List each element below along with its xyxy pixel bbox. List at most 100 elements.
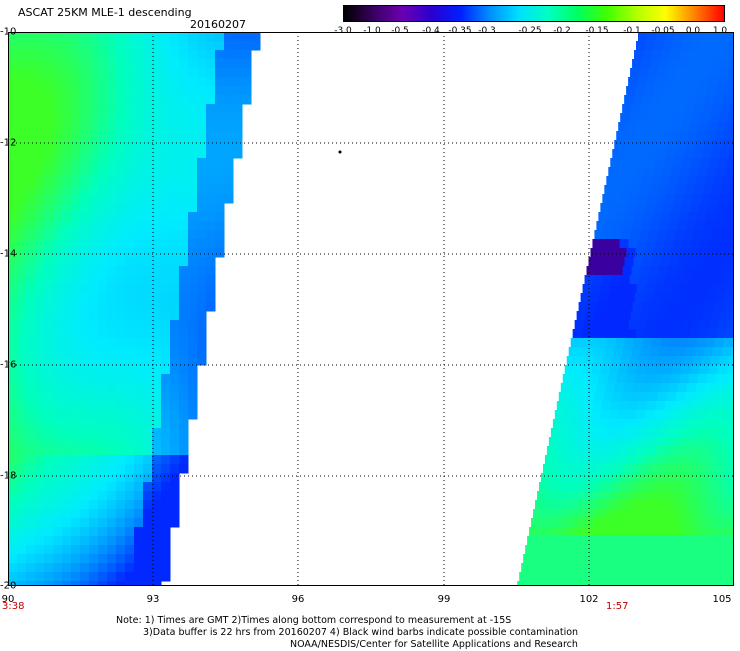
swath-cell bbox=[615, 464, 625, 474]
swath-cell bbox=[152, 221, 162, 231]
swath-cell bbox=[80, 392, 90, 402]
swath-cell bbox=[89, 212, 99, 222]
swath-cell bbox=[125, 266, 135, 276]
swath-cell bbox=[215, 239, 225, 249]
swath-cell bbox=[116, 59, 126, 69]
swath-cell bbox=[26, 536, 36, 546]
swath-cell bbox=[590, 293, 600, 303]
swath-cell bbox=[26, 311, 36, 321]
swath-cell bbox=[197, 194, 207, 204]
swath-cell bbox=[170, 338, 180, 348]
swath-cell bbox=[624, 464, 634, 474]
colorbar bbox=[343, 5, 725, 22]
swath-cell bbox=[8, 293, 18, 303]
swath-cell bbox=[161, 482, 171, 492]
swath-cell bbox=[152, 374, 162, 384]
swath-cell bbox=[224, 149, 234, 159]
swath-cell bbox=[53, 77, 63, 87]
swath-cell bbox=[179, 401, 189, 411]
swath-cell bbox=[542, 509, 552, 519]
swath-cell bbox=[98, 428, 108, 438]
swath-cell bbox=[653, 293, 663, 303]
swath-cell bbox=[107, 140, 117, 150]
swath-cell bbox=[571, 419, 581, 429]
swath-cell bbox=[559, 554, 569, 564]
swath-cell bbox=[684, 149, 694, 159]
swath-cell bbox=[8, 428, 18, 438]
swath-cell bbox=[134, 176, 144, 186]
swath-cell bbox=[640, 392, 650, 402]
swath-cell bbox=[170, 131, 180, 141]
swath-cell bbox=[659, 428, 669, 438]
swath-cell bbox=[658, 392, 668, 402]
swath-cell bbox=[638, 194, 648, 204]
lon-label: 105 bbox=[712, 594, 731, 605]
swath-cell bbox=[71, 329, 81, 339]
swath-cell bbox=[197, 104, 207, 114]
swath-cell bbox=[629, 401, 639, 411]
swath-cell bbox=[44, 338, 54, 348]
swath-cell bbox=[143, 131, 153, 141]
swath-cell bbox=[658, 185, 668, 195]
swath-cell bbox=[701, 32, 711, 42]
swath-cell bbox=[125, 176, 135, 186]
swath-cell bbox=[35, 536, 45, 546]
swath-cell bbox=[685, 392, 695, 402]
swath-cell bbox=[107, 221, 117, 231]
swath-cell bbox=[89, 41, 99, 51]
swath-cell bbox=[170, 77, 180, 87]
swath-cell bbox=[641, 59, 651, 69]
swath-cell bbox=[44, 140, 54, 150]
swath-cell bbox=[89, 185, 99, 195]
swath-cell bbox=[722, 428, 732, 438]
swath-cell bbox=[657, 437, 667, 447]
swath-cell bbox=[8, 401, 18, 411]
swath-cell bbox=[594, 356, 604, 366]
swath-cell bbox=[707, 374, 717, 384]
swath-cell bbox=[134, 509, 144, 519]
swath-cell bbox=[143, 374, 153, 384]
swath-cell bbox=[170, 383, 180, 393]
swath-cell bbox=[53, 365, 63, 375]
swath-cell bbox=[80, 329, 90, 339]
swath-cell bbox=[206, 68, 216, 78]
swath-cell bbox=[134, 563, 144, 573]
swath-cell bbox=[592, 365, 602, 375]
swath-cell bbox=[116, 230, 126, 240]
swath-cell bbox=[89, 131, 99, 141]
swath-cell bbox=[599, 374, 609, 384]
swath-cell bbox=[35, 239, 45, 249]
swath-cell bbox=[125, 140, 135, 150]
swath-cell bbox=[693, 149, 703, 159]
swath-cell bbox=[26, 473, 36, 483]
swath-cell bbox=[233, 86, 243, 96]
swath-cell bbox=[700, 527, 710, 537]
swath-cell bbox=[607, 419, 617, 429]
swath-cell bbox=[116, 221, 126, 231]
swath-cell bbox=[714, 545, 724, 555]
swath-cell bbox=[603, 437, 613, 447]
swath-cell bbox=[17, 230, 27, 240]
swath-cell bbox=[89, 419, 99, 429]
swath-cell bbox=[35, 41, 45, 51]
swath-cell bbox=[35, 320, 45, 330]
swath-cell bbox=[592, 284, 602, 294]
swath-cell bbox=[143, 59, 153, 69]
swath-cell bbox=[719, 482, 729, 492]
swath-cell bbox=[71, 455, 81, 465]
swath-cell bbox=[152, 302, 162, 312]
swath-cell bbox=[576, 437, 586, 447]
swath-cell bbox=[648, 518, 658, 528]
swath-cell bbox=[116, 77, 126, 87]
swath-cell bbox=[125, 230, 135, 240]
swath-cell bbox=[62, 464, 72, 474]
swath-cell bbox=[80, 491, 90, 501]
swath-cell bbox=[80, 113, 90, 123]
swath-cell bbox=[693, 68, 703, 78]
swath-cell bbox=[620, 482, 630, 492]
swath-cell bbox=[646, 284, 656, 294]
swath-cell bbox=[161, 302, 171, 312]
swath-cell bbox=[712, 185, 722, 195]
swath-cell bbox=[80, 86, 90, 96]
swath-cell bbox=[595, 554, 605, 564]
